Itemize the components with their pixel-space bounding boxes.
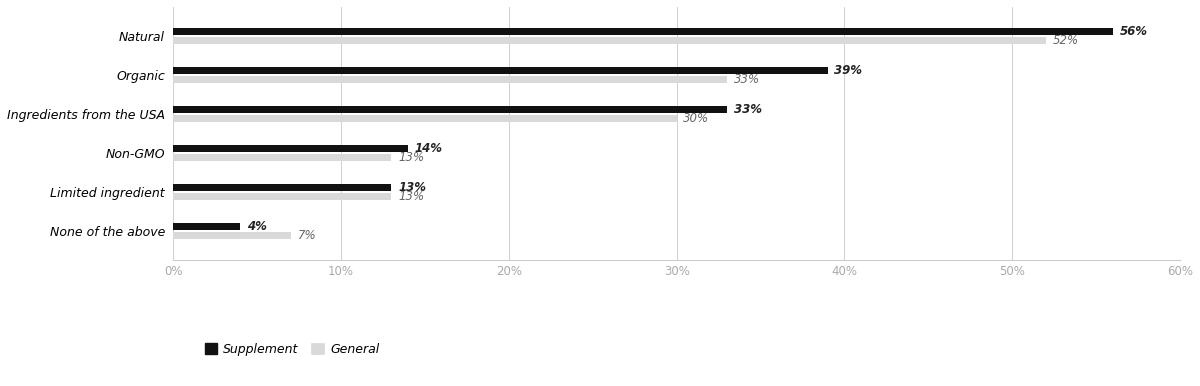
Bar xyxy=(173,232,290,239)
Legend: Supplement, General: Supplement, General xyxy=(199,338,384,361)
Bar xyxy=(173,154,391,161)
Text: 13%: 13% xyxy=(398,190,425,203)
Text: 52%: 52% xyxy=(1052,34,1079,47)
Text: 13%: 13% xyxy=(398,181,426,194)
Bar xyxy=(173,67,828,74)
Text: 56%: 56% xyxy=(1120,25,1147,38)
Text: 14%: 14% xyxy=(415,142,443,155)
Bar xyxy=(173,145,408,152)
Text: 30%: 30% xyxy=(683,112,709,125)
Bar xyxy=(173,184,391,191)
Bar xyxy=(173,76,727,83)
Bar xyxy=(173,193,391,200)
Bar xyxy=(173,28,1112,35)
Bar xyxy=(173,106,727,113)
Text: 13%: 13% xyxy=(398,151,425,164)
Bar xyxy=(173,115,677,122)
Text: 33%: 33% xyxy=(733,73,760,86)
Bar xyxy=(173,223,240,230)
Text: 4%: 4% xyxy=(247,220,266,233)
Text: 33%: 33% xyxy=(733,103,762,116)
Bar xyxy=(173,37,1046,44)
Text: 39%: 39% xyxy=(834,64,863,77)
Text: 7%: 7% xyxy=(298,229,316,242)
